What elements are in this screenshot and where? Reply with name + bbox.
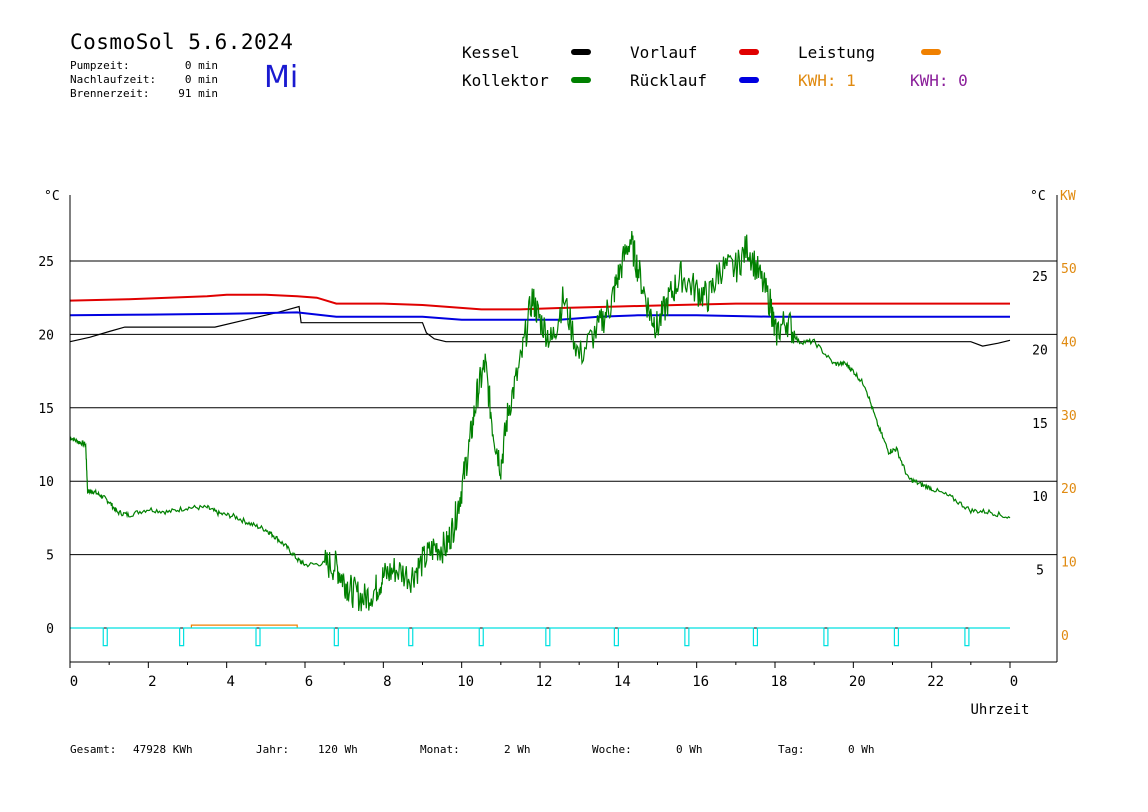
series-rcklauf <box>69 311 1010 321</box>
kw-tick-label: 0 <box>1061 629 1069 644</box>
y-tick-label-left: 25 <box>38 255 54 270</box>
x-tick-label: 6 <box>305 674 313 690</box>
footer-woche-value: 0 Wh <box>676 743 703 756</box>
y-unit-kw: KW <box>1060 189 1076 204</box>
kw-tick-label: 20 <box>1061 482 1077 497</box>
x-tick-label: 0 <box>70 674 78 690</box>
series-vorlauf <box>69 293 1010 311</box>
y-unit-right: °C <box>1030 189 1046 204</box>
stat-brennerzeit-label: Brennerzeit: <box>70 87 150 100</box>
legend-kessel-swatch <box>571 49 591 55</box>
x-tick-label: 8 <box>383 674 391 690</box>
y-tick-label-left: 15 <box>38 402 54 417</box>
x-tick-label: 10 <box>457 674 474 690</box>
footer-monat-value: 2 Wh <box>504 743 531 756</box>
weekday-label: Mi <box>264 60 299 95</box>
y-unit-left: °C <box>44 189 60 204</box>
series-leistung <box>190 624 298 628</box>
series-kollektor <box>70 230 1011 612</box>
x-tick-label: 18 <box>771 674 788 690</box>
x-tick-label: 22 <box>927 674 944 690</box>
legend-leistung-swatch <box>921 49 941 55</box>
footer-monat-label: Monat: <box>420 743 460 756</box>
footer-tag-value: 0 Wh <box>848 743 875 756</box>
stat-brennerzeit-value: 91 min <box>178 87 218 100</box>
legend-kollektor-label: Kollektor <box>462 71 549 90</box>
y-tick-label-right: 20 <box>1032 343 1048 358</box>
footer-tag-label: Tag: <box>778 743 805 756</box>
footer-woche-label: Woche: <box>592 743 632 756</box>
x-axis-label: Uhrzeit <box>970 702 1029 718</box>
y-tick-label-right: 10 <box>1032 490 1048 505</box>
legend-kollektor-swatch <box>571 77 591 83</box>
x-tick-label: 20 <box>849 674 866 690</box>
footer-jahr-label: Jahr: <box>256 743 290 756</box>
kw-tick-label: 10 <box>1061 556 1077 571</box>
y-tick-label-right: 25 <box>1032 270 1048 285</box>
y-tick-label-left: 5 <box>46 549 54 564</box>
y-tick-label-right: 5 <box>1036 564 1044 579</box>
y-tick-label-left: 20 <box>38 328 54 343</box>
chart-title: CosmoSol 5.6.2024 <box>70 30 294 54</box>
legend-leistung-label: Leistung <box>798 43 876 62</box>
series-pumpe <box>70 627 1010 647</box>
y-tick-label-left: 0 <box>46 622 54 637</box>
legend-vorlauf-label: Vorlauf <box>630 43 698 62</box>
kw-tick-label: 30 <box>1061 409 1077 424</box>
kw-tick-label: 50 <box>1061 262 1077 277</box>
stat-nachlaufzeit-label: Nachlaufzeit: <box>70 73 157 86</box>
y-tick-label-left: 10 <box>38 475 54 490</box>
x-tick-label: 4 <box>226 674 234 690</box>
footer-jahr-value: 120 Wh <box>318 743 358 756</box>
x-tick-label: 12 <box>536 674 553 690</box>
legend-ruecklauf-label: Rücklauf <box>630 71 708 90</box>
x-tick-label: 14 <box>614 674 631 690</box>
legend-vorlauf-swatch <box>739 49 759 55</box>
stat-nachlaufzeit-value: 0 min <box>184 73 218 86</box>
x-tick-label: 0 <box>1010 674 1018 690</box>
footer-gesamt-label: Gesamt: <box>70 743 117 756</box>
stat-pumpzeit-label: Pumpzeit: <box>70 59 130 72</box>
legend-kessel-label: Kessel <box>462 43 520 62</box>
legend-kwh-other: KWH: 0 <box>910 71 968 90</box>
legend-ruecklauf-swatch <box>739 77 759 83</box>
stat-pumpzeit-value: 0 min <box>184 59 218 72</box>
series-kessel <box>69 305 1011 347</box>
x-tick-label: 2 <box>148 674 156 690</box>
legend-kwh-solar: KWH: 1 <box>798 71 856 90</box>
kw-tick-label: 40 <box>1061 335 1077 350</box>
x-tick-label: 16 <box>692 674 709 690</box>
footer-gesamt-value: 47928 KWh <box>133 743 193 756</box>
y-tick-label-right: 15 <box>1032 417 1048 432</box>
